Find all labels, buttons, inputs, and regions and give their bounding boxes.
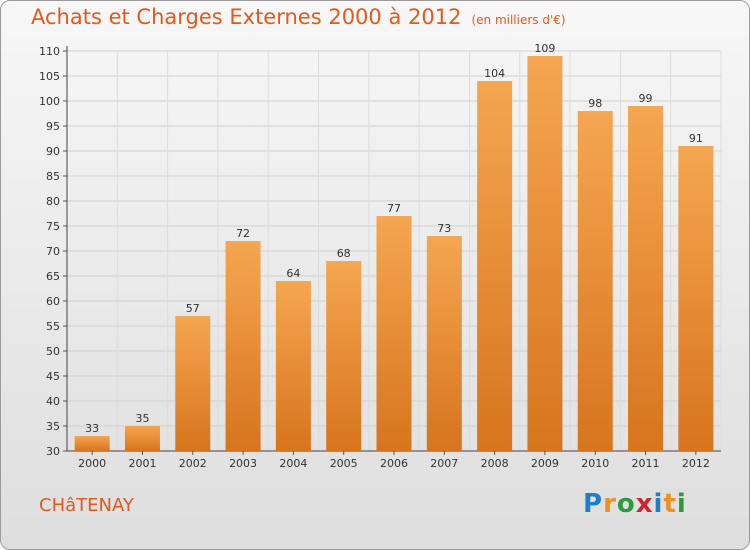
y-tick-label: 95 bbox=[46, 120, 60, 133]
x-tick-label: 2010 bbox=[581, 457, 609, 470]
chart-title-text: Achats et Charges Externes 2000 à 2012 bbox=[31, 5, 462, 29]
x-tick-label: 2002 bbox=[179, 457, 207, 470]
bar-value-label: 77 bbox=[387, 202, 401, 215]
x-tick-label: 2007 bbox=[430, 457, 458, 470]
bar bbox=[124, 426, 160, 451]
bar bbox=[376, 216, 412, 451]
y-tick-label: 90 bbox=[46, 145, 60, 158]
bar bbox=[74, 436, 110, 451]
bar bbox=[678, 146, 714, 451]
bar-value-label: 91 bbox=[689, 132, 703, 145]
bar-value-label: 98 bbox=[588, 97, 602, 110]
bar-value-label: 33 bbox=[85, 422, 99, 435]
x-tick-label: 2003 bbox=[229, 457, 257, 470]
x-tick-label: 2005 bbox=[330, 457, 358, 470]
y-tick-label: 75 bbox=[46, 220, 60, 233]
x-tick-label: 2000 bbox=[78, 457, 106, 470]
y-tick-label: 65 bbox=[46, 270, 60, 283]
y-tick-label: 105 bbox=[39, 70, 60, 83]
y-tick-label: 30 bbox=[46, 445, 60, 458]
x-tick-label: 2008 bbox=[481, 457, 509, 470]
bar-value-label: 73 bbox=[437, 222, 451, 235]
chart-unit-label: (en milliers d'€) bbox=[471, 13, 566, 27]
x-tick-label: 2011 bbox=[632, 457, 660, 470]
y-tick-label: 35 bbox=[46, 420, 60, 433]
x-tick-label: 2012 bbox=[682, 457, 710, 470]
bar bbox=[326, 261, 362, 451]
bar-value-label: 68 bbox=[337, 247, 351, 260]
y-tick-label: 45 bbox=[46, 370, 60, 383]
bar-value-label: 57 bbox=[186, 302, 200, 315]
logo-letter: t bbox=[663, 489, 677, 519]
bar-value-label: 104 bbox=[484, 67, 505, 80]
y-tick-label: 60 bbox=[46, 295, 60, 308]
y-tick-label: 85 bbox=[46, 170, 60, 183]
logo-letter: P bbox=[583, 489, 604, 519]
bar-value-label: 35 bbox=[135, 412, 149, 425]
logo-letter: o bbox=[616, 489, 636, 519]
y-tick-label: 80 bbox=[46, 195, 60, 208]
logo-letter: x bbox=[635, 489, 654, 519]
logo-letter: r bbox=[603, 489, 617, 519]
y-tick-label: 55 bbox=[46, 320, 60, 333]
bar-value-label: 64 bbox=[286, 267, 300, 280]
bar bbox=[628, 106, 664, 451]
y-tick-label: 70 bbox=[46, 245, 60, 258]
bar bbox=[577, 111, 613, 451]
y-tick-label: 40 bbox=[46, 395, 60, 408]
x-tick-label: 2001 bbox=[128, 457, 156, 470]
x-tick-label: 2004 bbox=[279, 457, 307, 470]
y-tick-label: 110 bbox=[39, 45, 60, 58]
bar bbox=[426, 236, 462, 451]
y-tick-label: 50 bbox=[46, 345, 60, 358]
commune-name: CHâTENAY bbox=[39, 495, 134, 516]
value-labels: 33 35 57 72 64 68 77 73 104 109 98 99 91 bbox=[85, 42, 703, 435]
bar-value-label: 109 bbox=[534, 42, 555, 55]
bar bbox=[175, 316, 211, 451]
bars bbox=[74, 56, 714, 451]
bar-value-label: 99 bbox=[639, 92, 653, 105]
proxiti-logo[interactable]: Proxiti bbox=[583, 489, 687, 519]
x-tick-label: 2006 bbox=[380, 457, 408, 470]
bar-value-label: 72 bbox=[236, 227, 250, 240]
logo-letter: i bbox=[676, 489, 687, 519]
bar bbox=[527, 56, 563, 451]
logo-letter: i bbox=[653, 489, 664, 519]
bar bbox=[477, 81, 513, 451]
bar bbox=[275, 281, 311, 451]
bar bbox=[225, 241, 261, 451]
y-tick-label: 100 bbox=[39, 95, 60, 108]
x-tick-label: 2009 bbox=[531, 457, 559, 470]
chart-title: Achats et Charges Externes 2000 à 2012 (e… bbox=[31, 5, 566, 29]
